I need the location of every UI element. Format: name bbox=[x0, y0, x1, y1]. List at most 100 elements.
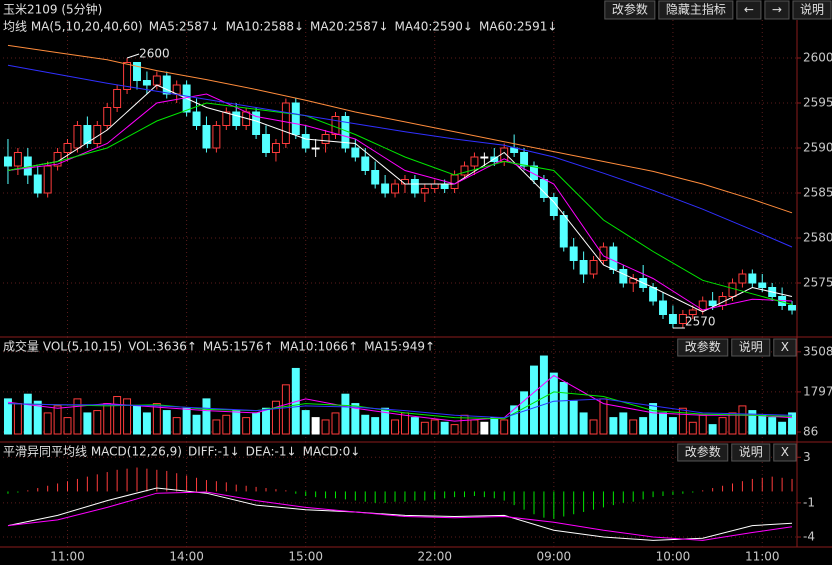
candle-body bbox=[222, 111, 231, 126]
y-tick-label: 86 bbox=[803, 424, 818, 438]
volume-bar bbox=[63, 417, 72, 435]
legend-entry: DIFF:-1↓ bbox=[188, 445, 240, 459]
candle-body bbox=[13, 152, 22, 167]
button[interactable] bbox=[677, 338, 729, 357]
volume-bar bbox=[629, 419, 638, 435]
volume-bar bbox=[708, 424, 717, 435]
volume-bar bbox=[569, 400, 578, 435]
volume-bar bbox=[113, 396, 122, 435]
candle-body bbox=[63, 143, 72, 153]
button[interactable] bbox=[677, 443, 729, 462]
candle-body bbox=[212, 125, 221, 149]
volume-bar bbox=[53, 405, 62, 435]
volume-bar bbox=[609, 417, 618, 435]
candle-body bbox=[142, 80, 151, 86]
candle-body bbox=[649, 287, 658, 302]
candle-body bbox=[73, 125, 82, 149]
legend-entry: MA10:2588↓ bbox=[226, 20, 304, 34]
candle-body bbox=[351, 147, 360, 158]
button-label[interactable]: 改参数 bbox=[685, 339, 721, 354]
candle-body bbox=[192, 111, 201, 126]
y-tick-label: 3508 bbox=[803, 344, 832, 358]
y-tick-label: 2575 bbox=[803, 276, 832, 290]
candle-body bbox=[708, 300, 717, 306]
volume-bar bbox=[23, 393, 32, 435]
volume-bar bbox=[271, 400, 280, 435]
button-label[interactable]: 改参数 bbox=[685, 444, 721, 459]
button[interactable] bbox=[764, 0, 790, 20]
legend-entry: DEA:-1↓ bbox=[246, 445, 297, 459]
button-label[interactable]: → bbox=[772, 3, 782, 17]
candle-body bbox=[668, 314, 677, 324]
indicator-line bbox=[7, 93, 793, 311]
volume-bar bbox=[768, 417, 777, 435]
button-label[interactable]: X bbox=[781, 340, 789, 354]
button-label[interactable]: X bbox=[781, 445, 789, 459]
legend-entry: MA20:2587↓ bbox=[310, 20, 388, 34]
candle-body bbox=[599, 246, 608, 261]
button[interactable] bbox=[731, 338, 771, 357]
y-tick-label: 2585 bbox=[803, 186, 832, 200]
candle-body bbox=[311, 147, 320, 150]
window-title: 玉米2109 (5分钟) bbox=[3, 2, 102, 17]
volume-bar bbox=[728, 412, 737, 435]
volume-bar bbox=[788, 412, 797, 435]
annotation: 2570 bbox=[685, 315, 716, 329]
volume-bar bbox=[371, 417, 380, 435]
volume-bar bbox=[311, 417, 320, 435]
candle-body bbox=[559, 215, 568, 248]
button[interactable] bbox=[658, 0, 734, 20]
legend-entry: VOL:3636↑ bbox=[128, 340, 197, 354]
x-tick-label: 11:00 bbox=[745, 550, 780, 564]
candle-body bbox=[688, 309, 697, 315]
volume-bar bbox=[470, 419, 479, 435]
candle-body bbox=[83, 125, 92, 144]
candle-body bbox=[262, 134, 270, 153]
candle-body bbox=[738, 273, 747, 284]
button[interactable] bbox=[773, 443, 797, 462]
candle-body bbox=[520, 152, 529, 167]
button[interactable] bbox=[773, 338, 797, 357]
button-label[interactable]: 说明 bbox=[739, 444, 763, 459]
candle-body bbox=[440, 183, 449, 189]
x-tick-label: 14:00 bbox=[169, 550, 204, 564]
button-label[interactable]: 改参数 bbox=[612, 2, 648, 17]
button[interactable] bbox=[736, 0, 762, 20]
legend-entry: MA40:2590↓ bbox=[395, 20, 473, 34]
y-tick-label: -4 bbox=[803, 530, 815, 544]
volume-bar bbox=[778, 421, 787, 435]
volume-bar bbox=[172, 417, 181, 435]
volume-bar bbox=[162, 410, 171, 435]
volume-bar bbox=[410, 417, 419, 435]
indicator-line bbox=[7, 398, 793, 419]
candle-body bbox=[420, 188, 429, 194]
candle-body bbox=[232, 111, 241, 126]
volume-bar bbox=[381, 407, 390, 435]
volume-bar bbox=[281, 384, 290, 435]
candle-body bbox=[748, 273, 757, 284]
candle-body bbox=[202, 125, 211, 149]
button[interactable] bbox=[792, 0, 832, 20]
button-label[interactable]: 隐藏主指标 bbox=[666, 2, 726, 17]
volume-bar bbox=[668, 417, 677, 435]
candle-body bbox=[291, 102, 300, 135]
volume-bar bbox=[142, 412, 151, 435]
button[interactable] bbox=[731, 443, 771, 462]
volume-bar bbox=[520, 391, 529, 435]
button-label[interactable]: 说明 bbox=[739, 339, 763, 354]
button-label[interactable]: ← bbox=[744, 3, 754, 17]
volume-bar bbox=[242, 417, 251, 435]
volume-bar bbox=[480, 421, 489, 435]
volume-bar bbox=[490, 417, 499, 435]
button-label[interactable]: 说明 bbox=[800, 2, 824, 17]
volume-bar bbox=[718, 417, 727, 435]
y-tick-label: 1797 bbox=[803, 384, 832, 398]
indicator-line bbox=[7, 487, 793, 541]
candle-body bbox=[271, 143, 280, 153]
candle-body bbox=[579, 260, 588, 275]
button[interactable] bbox=[604, 0, 656, 20]
legend-entry: 平滑异同平均线 MACD(12,26,9) bbox=[3, 445, 182, 459]
volume-bar bbox=[73, 398, 82, 435]
